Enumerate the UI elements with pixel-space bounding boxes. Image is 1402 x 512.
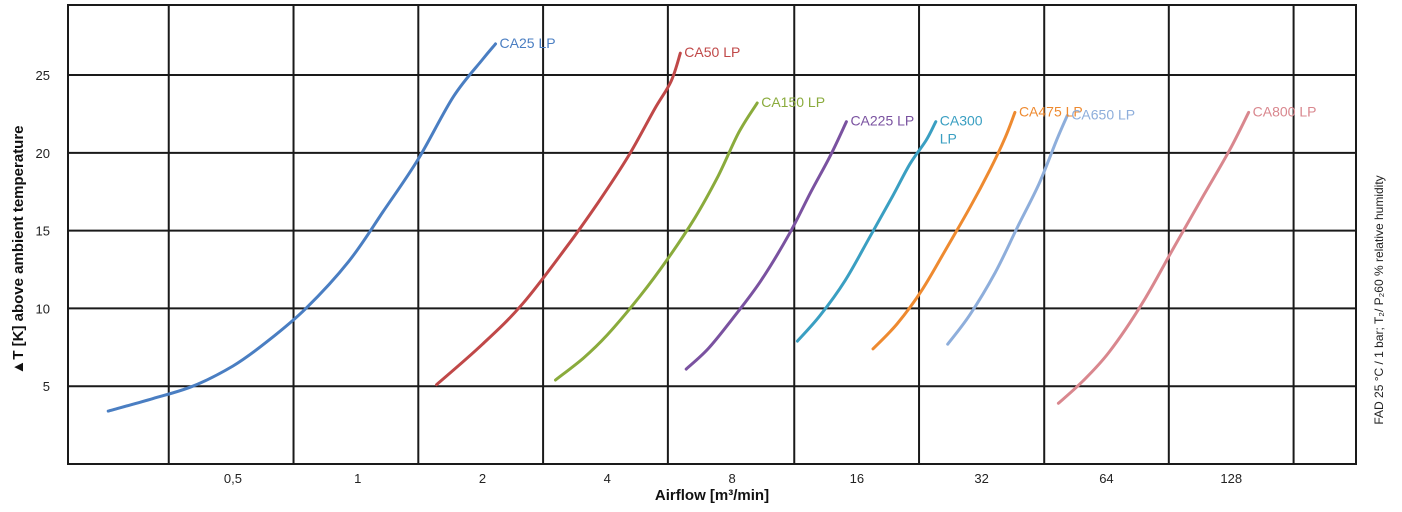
y-tick-label: 25 bbox=[36, 68, 50, 83]
x-tick-label: 16 bbox=[850, 471, 864, 486]
x-tick-label: 128 bbox=[1220, 471, 1242, 486]
x-tick-label: 8 bbox=[728, 471, 735, 486]
y-axis-title: ▲T [K] above ambient temperature bbox=[10, 125, 27, 374]
series-label-ca475-lp: CA475 LP bbox=[1019, 103, 1083, 119]
series-label-ca25-lp: CA25 LP bbox=[500, 35, 556, 51]
series-line-ca475-lp bbox=[871, 110, 1017, 351]
series-labels: CA25 LP CA50 LP CA150 LP CA225 LP CA300 LP CA4… bbox=[500, 35, 1317, 147]
side-note: FAD 25 °C / 1 bar; T₂/ P₂60 % relative h… bbox=[1372, 175, 1386, 424]
x-tick-label: 0,5 bbox=[224, 471, 242, 486]
x-tick-label: 32 bbox=[974, 471, 988, 486]
series-line-ca150-lp bbox=[554, 101, 759, 382]
y-tick-label: 15 bbox=[36, 224, 50, 239]
series-line-ca25-lp bbox=[106, 42, 497, 413]
series-line-ca225-lp bbox=[684, 120, 848, 371]
series-line-ca800-lp bbox=[1056, 110, 1251, 405]
x-tick-labels: 0,5 1 2 4 8 16 32 64 128 bbox=[224, 471, 1242, 486]
x-tick-label: 2 bbox=[479, 471, 486, 486]
series-line-ca50-lp bbox=[435, 51, 682, 387]
series-label-ca150-lp: CA150 LP bbox=[761, 94, 825, 110]
x-axis-title: Airflow [m³/min] bbox=[655, 487, 769, 504]
series-label-ca50-lp: CA50 LP bbox=[684, 44, 740, 60]
plot-frame bbox=[67, 4, 1357, 465]
series-label-ca800-lp: CA800 LP bbox=[1253, 103, 1317, 119]
series-label-ca300-lp: CA300 LP bbox=[940, 113, 983, 147]
series-lines bbox=[106, 42, 1251, 413]
x-tick-label: 1 bbox=[354, 471, 361, 486]
y-tick-label: 5 bbox=[43, 379, 50, 394]
series-line-ca650-lp bbox=[946, 114, 1069, 346]
x-tick-label: 4 bbox=[604, 471, 611, 486]
x-tick-label: 64 bbox=[1099, 471, 1113, 486]
y-tick-label: 10 bbox=[36, 301, 50, 316]
series-label-ca225-lp: CA225 LP bbox=[850, 113, 914, 129]
y-tick-label: 20 bbox=[36, 146, 50, 161]
series-label-ca650-lp: CA650 LP bbox=[1071, 106, 1135, 122]
y-tick-labels: 5 10 15 20 25 bbox=[36, 68, 50, 394]
series-line-ca300-lp bbox=[795, 120, 938, 343]
grid bbox=[68, 5, 1356, 464]
